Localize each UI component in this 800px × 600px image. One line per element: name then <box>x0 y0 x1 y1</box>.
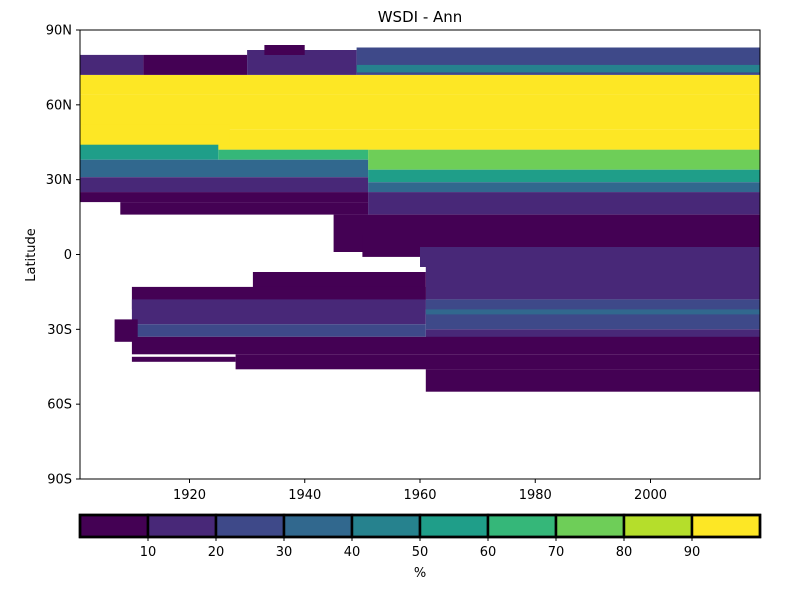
y-axis-label: Latitude <box>24 228 39 282</box>
y-tick-label: 60S <box>47 398 72 413</box>
heatmap-cell <box>368 149 760 170</box>
colorbar-bin <box>214 513 286 539</box>
heatmap-cell <box>425 267 760 300</box>
heatmap-cell <box>80 159 369 178</box>
heatmap-cell <box>80 144 219 160</box>
chart-title: WSDI - Ann <box>378 8 463 26</box>
heatmap-cell <box>368 169 760 183</box>
heatmap-cell <box>425 329 760 340</box>
heatmap-cell <box>264 45 305 55</box>
colorbar-label: % <box>414 566 426 581</box>
y-axis: 90N 60N 30N 0 30S 60S 90S <box>46 24 80 488</box>
y-tick-label: 30N <box>46 173 72 188</box>
colorbar-tick-label: 30 <box>276 545 293 560</box>
colorbar-tick-label: 40 <box>344 545 361 560</box>
colorbar: 10 20 30 40 50 60 70 80 90 <box>78 513 762 560</box>
colorbar-bin <box>146 513 218 539</box>
colorbar-bin <box>78 513 150 539</box>
heatmap-cell <box>143 54 248 75</box>
x-tick-label: 1980 <box>519 488 552 503</box>
colorbar-tick-label: 90 <box>684 545 701 560</box>
heatmap-cell <box>80 192 369 203</box>
colorbar-tick-label: 20 <box>208 545 225 560</box>
heatmap-cell <box>368 192 760 215</box>
heatmap-cell <box>80 129 760 150</box>
heatmap-cells <box>80 45 761 392</box>
heatmap-cell <box>425 369 760 392</box>
colorbar-tick-label: 70 <box>548 545 565 560</box>
x-tick-label: 1920 <box>173 488 206 503</box>
heatmap-cell <box>235 354 761 370</box>
heatmap-cell <box>120 202 369 215</box>
heatmap-cell <box>356 64 760 73</box>
colorbar-bin <box>282 513 354 539</box>
colorbar-bin <box>554 513 626 539</box>
colorbar-bin <box>690 513 762 539</box>
heatmap-cell <box>80 94 760 130</box>
colorbar-tick-label: 80 <box>616 545 633 560</box>
y-tick-label: 90N <box>46 24 72 39</box>
y-tick-label: 60N <box>46 98 72 113</box>
heatmap-cell <box>80 54 144 75</box>
heatmap-cell <box>218 149 369 160</box>
heatmap-cell <box>131 299 426 325</box>
y-tick-label: 0 <box>64 248 72 263</box>
plot-area <box>79 29 761 480</box>
y-tick-label: 30S <box>47 323 72 338</box>
heatmap-cell <box>80 177 369 193</box>
colorbar-tick-label: 60 <box>480 545 497 560</box>
heatmap-cell <box>420 247 760 267</box>
heatmap-cell <box>131 324 426 337</box>
heatmap-cell <box>131 356 236 362</box>
y-tick-label: 90S <box>47 473 72 488</box>
heatmap-cell <box>114 319 138 342</box>
colorbar-tick-label: 10 <box>140 545 157 560</box>
colorbar-bin <box>486 513 558 539</box>
x-tick-label: 1940 <box>288 488 321 503</box>
heatmap-cell <box>368 182 760 193</box>
heatmap-cell <box>425 309 760 315</box>
colorbar-bin <box>622 513 694 539</box>
x-tick-label: 1960 <box>403 488 436 503</box>
colorbar-tick-label: 50 <box>412 545 429 560</box>
heatmap-cell <box>80 74 760 95</box>
x-axis: 1920 1940 1960 1980 2000 <box>173 479 667 503</box>
colorbar-bin <box>418 513 490 539</box>
heatmap-cell <box>131 336 760 355</box>
colorbar-bin <box>350 513 422 539</box>
x-tick-label: 2000 <box>634 488 667 503</box>
heatmap-cell <box>80 124 230 145</box>
